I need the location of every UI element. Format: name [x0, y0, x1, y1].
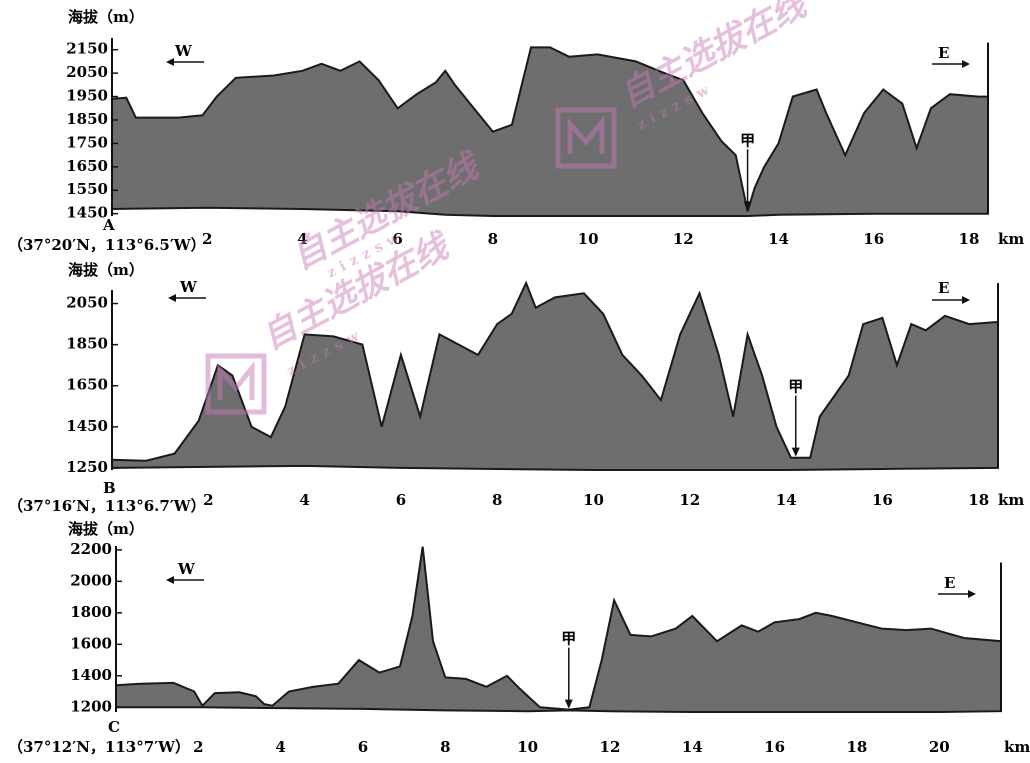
- x-tick-label: 10: [517, 738, 538, 756]
- y-ticks: 1450 1550 1650 1750 1850 1950 2050 2150: [66, 40, 118, 222]
- x-tick-label: 12: [673, 230, 694, 248]
- origin-label: A: [102, 216, 115, 234]
- marker-label: 甲: [788, 378, 803, 396]
- x-axis-unit: km: [998, 491, 1024, 509]
- y-tick-label: 1650: [66, 376, 108, 394]
- y-tick-label: 1800: [70, 603, 112, 621]
- x-tick-label: 2: [203, 491, 213, 509]
- west-arrow: [166, 58, 204, 66]
- east-arrow: [932, 296, 970, 304]
- watermark-text: 自主选拔在线: [613, 0, 815, 116]
- y-tick-label: 1250: [66, 458, 108, 476]
- y-tick-label: 1450: [66, 417, 108, 435]
- watermark-logo: [205, 353, 267, 415]
- x-tick-label: 6: [358, 738, 368, 756]
- x-ticks: 2 4 6 8 10 12 14 16 18: [202, 230, 979, 248]
- marker-arrowhead: [743, 201, 752, 211]
- east-arrow: [938, 590, 976, 598]
- x-tick-label: 8: [440, 738, 450, 756]
- east-label: E: [938, 279, 949, 297]
- east-arrow: [932, 60, 970, 68]
- origin-coordinates: （37°16′N，113°6.7′W）: [8, 497, 206, 515]
- x-tick-label: 20: [929, 738, 950, 756]
- terrain-area: [115, 546, 1002, 713]
- marker-label: 甲: [561, 630, 576, 648]
- x-tick-label: 2: [202, 230, 212, 248]
- x-tick-label: 6: [392, 230, 402, 248]
- y-tick-label: 1750: [66, 133, 108, 151]
- x-tick-label: 10: [583, 491, 604, 509]
- x-ticks: 2 4 6 8 10 12 14 16 18 20: [193, 738, 950, 756]
- y-tick-label: 2000: [70, 571, 112, 589]
- x-tick-label: 2: [193, 738, 203, 756]
- west-label: W: [174, 42, 193, 60]
- x-tick-label: 8: [492, 491, 502, 509]
- y-tick-label: 1850: [66, 110, 108, 128]
- x-tick-label: 16: [872, 491, 893, 509]
- x-tick-label: 4: [299, 491, 309, 509]
- y-tick-label: 1650: [66, 157, 108, 175]
- watermark-logo: [555, 107, 617, 169]
- x-tick-label: 14: [776, 491, 797, 509]
- y-tick-label: 2050: [66, 294, 108, 312]
- x-tick-label: 18: [959, 230, 980, 248]
- x-tick-label: 14: [768, 230, 789, 248]
- y-ticks: 1250 1450 1650 1850 2050: [66, 294, 118, 476]
- profile-panel-a: 海拔（m） 1450 1550 1650 1750 1850 1950 2050 2150 2…: [8, 8, 1024, 254]
- x-tick-label: 16: [863, 230, 884, 248]
- y-tick-label: 1450: [66, 204, 108, 222]
- marker-arrowhead: [564, 699, 573, 709]
- x-tick-label: 8: [488, 230, 498, 248]
- x-axis-unit: km: [1004, 738, 1030, 756]
- west-arrow: [168, 294, 206, 302]
- y-ticks: 1200 1400 1600 1800 2000 2200: [70, 540, 122, 715]
- y-tick-label: 2150: [66, 40, 108, 58]
- origin-label: B: [103, 479, 116, 497]
- x-tick-label: 18: [846, 738, 867, 756]
- y-tick-label: 1200: [70, 697, 112, 715]
- marker-jia: 甲: [561, 630, 576, 709]
- y-tick-label: 1600: [70, 634, 112, 652]
- origin-coordinates: （37°20′N，113°6.5′W）: [8, 236, 206, 254]
- east-label: E: [938, 44, 949, 62]
- x-tick-label: 12: [679, 491, 700, 509]
- west-label: W: [177, 560, 196, 578]
- x-tick-label: 18: [968, 491, 989, 509]
- origin-coordinates: （37°12′N，113°7′W）: [8, 738, 190, 756]
- y-tick-label: 1400: [70, 666, 112, 684]
- x-ticks: 2 4 6 8 10 12 14 16 18: [203, 491, 989, 509]
- marker-label: 甲: [740, 131, 755, 149]
- terrain-area: [111, 46, 989, 217]
- east-label: E: [944, 574, 955, 592]
- y-axis-title: 海拔（m）: [68, 261, 144, 279]
- x-tick-label: 4: [297, 230, 307, 248]
- y-tick-label: 2200: [70, 540, 112, 558]
- marker-arrowhead: [791, 447, 800, 457]
- x-tick-label: 4: [275, 738, 285, 756]
- profile-panel-b: 海拔（m） 1250 1450 1650 1850 2050 2 4 6 8 10 12 14 16 1…: [8, 261, 1024, 515]
- x-tick-label: 6: [396, 491, 406, 509]
- origin-label: C: [108, 718, 120, 736]
- west-arrow: [166, 576, 204, 584]
- y-axis-title: 海拔（m）: [68, 520, 144, 538]
- y-tick-label: 1950: [66, 87, 108, 105]
- y-tick-label: 1550: [66, 180, 108, 198]
- y-tick-label: 1850: [66, 335, 108, 353]
- marker-jia: 甲: [740, 131, 755, 211]
- profile-panel-c: 海拔（m） 1200 1400 1600 1800 2000 2200 2 4 6 8 10 12 1…: [8, 520, 1030, 756]
- x-tick-label: 14: [682, 738, 703, 756]
- x-tick-label: 10: [578, 230, 599, 248]
- west-label: W: [179, 278, 198, 296]
- x-tick-label: 12: [600, 738, 621, 756]
- x-axis-unit: km: [998, 230, 1024, 248]
- x-tick-label: 16: [764, 738, 785, 756]
- y-axis-title: 海拔（m）: [68, 8, 144, 26]
- marker-jia: 甲: [788, 378, 803, 457]
- y-tick-label: 2050: [66, 63, 108, 81]
- terrain-area: [111, 280, 999, 471]
